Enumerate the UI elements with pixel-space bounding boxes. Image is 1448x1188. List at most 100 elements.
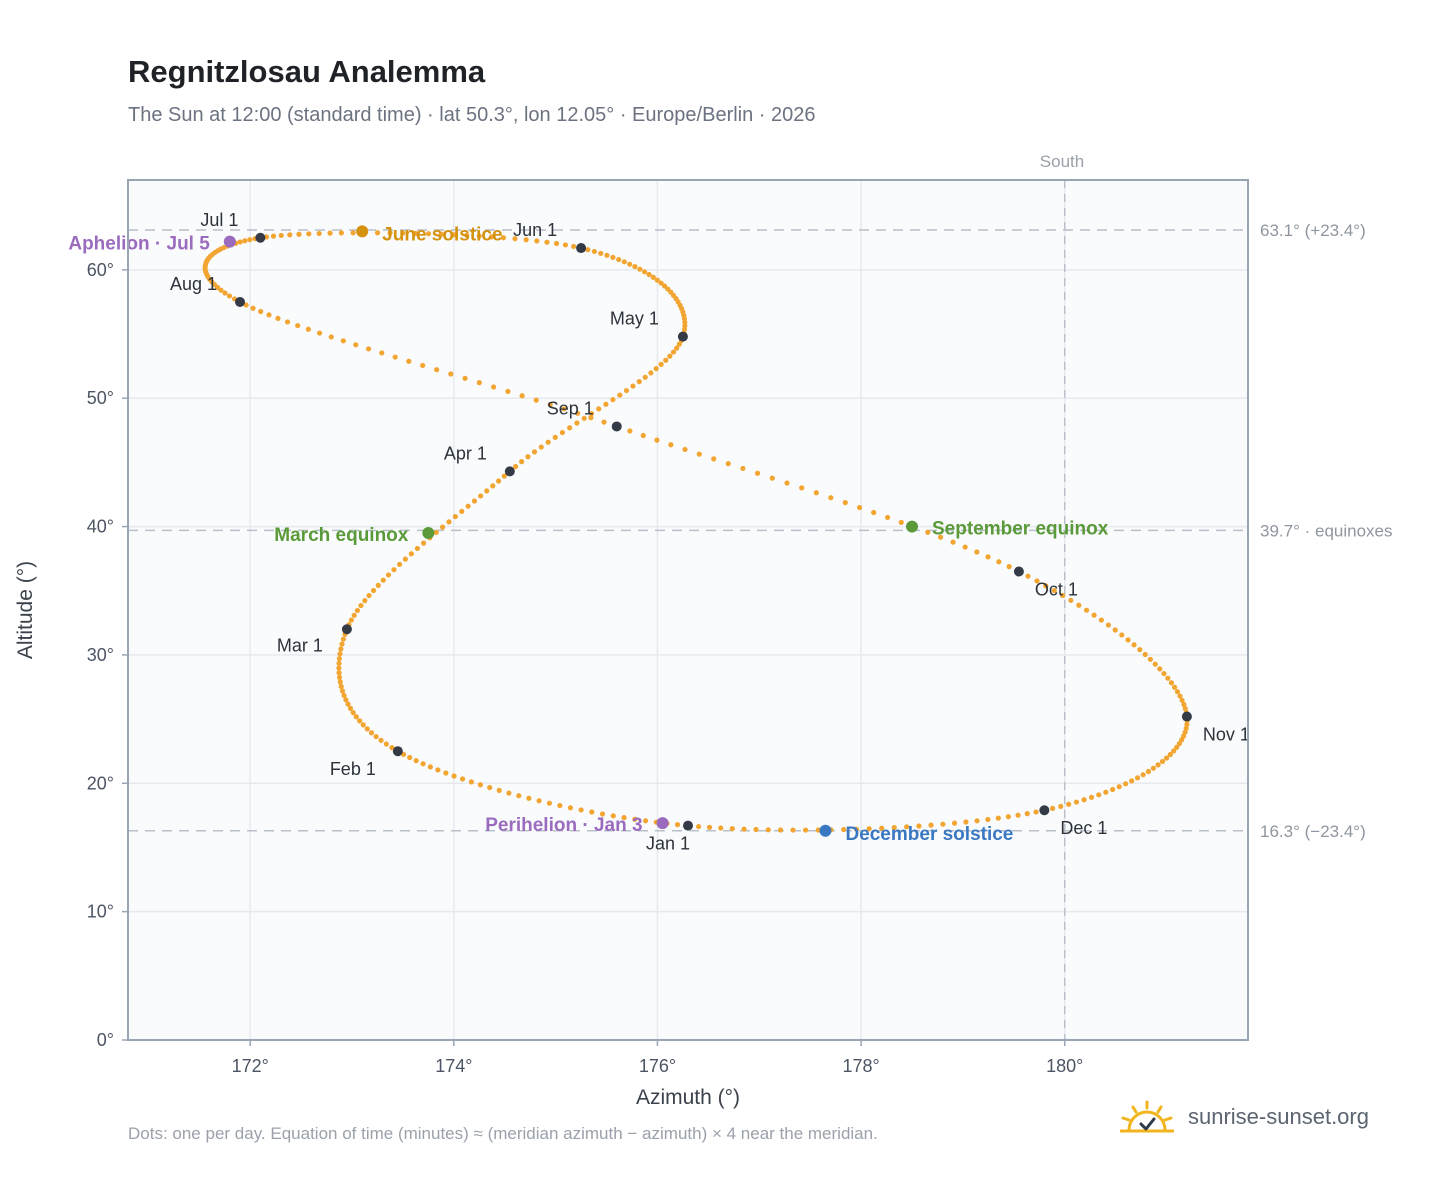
daily-sun-dot xyxy=(477,782,484,788)
daily-sun-dot xyxy=(420,540,427,546)
daily-sun-dot xyxy=(464,232,470,238)
brand-link[interactable]: sunrise-sunset.org xyxy=(1188,1104,1369,1129)
daily-sun-dot xyxy=(1150,765,1157,771)
daily-sun-dot xyxy=(356,718,363,724)
page-title: Regnitzlosau Analemma xyxy=(128,54,486,89)
daily-sun-dot xyxy=(884,514,891,521)
daily-sun-dot xyxy=(258,308,264,315)
daily-sun-dot xyxy=(790,827,796,833)
daily-sun-dot xyxy=(753,826,759,833)
daily-sun-dot xyxy=(610,397,616,403)
daily-sun-dot xyxy=(725,461,731,467)
daily-sun-dot xyxy=(559,429,566,436)
daily-sun-dot xyxy=(1145,768,1152,775)
daily-sun-dot xyxy=(1174,689,1181,695)
daily-sun-dot xyxy=(574,410,581,416)
daily-sun-dot xyxy=(642,818,649,824)
daily-sun-dot xyxy=(571,243,577,250)
daily-sun-dot xyxy=(1134,775,1141,781)
daily-sun-dot xyxy=(487,784,493,791)
daily-sun-dot xyxy=(1076,602,1082,608)
daily-sun-dot xyxy=(400,230,406,236)
daily-sun-dot xyxy=(337,651,343,657)
y-axis-label: Altitude (°) xyxy=(14,561,37,659)
daily-sun-dot xyxy=(1068,597,1074,603)
daily-sun-dot xyxy=(623,387,630,394)
daily-sun-dot xyxy=(658,361,664,367)
daily-sun-dot xyxy=(621,259,627,265)
daily-sun-dot xyxy=(667,353,673,359)
daily-sun-dot xyxy=(500,235,507,241)
daily-sun-dot xyxy=(214,284,221,290)
daily-sun-dot xyxy=(451,232,457,238)
daily-sun-dot xyxy=(937,534,944,540)
daily-sun-dot xyxy=(339,688,346,694)
daily-sun-dot xyxy=(621,815,627,821)
daily-sun-dot xyxy=(465,503,471,509)
daily-sun-dot xyxy=(1167,751,1173,758)
daily-sun-dot xyxy=(368,730,375,736)
daily-sun-dot xyxy=(658,280,664,286)
daily-sun-dot xyxy=(841,826,847,833)
daily-sun-dot xyxy=(1110,786,1116,793)
daily-sun-dot xyxy=(547,401,553,408)
event-marker xyxy=(422,526,435,539)
daily-sun-dot xyxy=(544,239,550,245)
daily-sun-dot xyxy=(616,256,622,263)
daily-sun-dot xyxy=(336,660,342,666)
daily-sun-dot xyxy=(243,302,249,308)
daily-sun-dot xyxy=(506,790,512,796)
daily-sun-dot xyxy=(366,346,372,352)
daily-sun-dot xyxy=(617,392,623,398)
daily-sun-dot xyxy=(665,286,671,292)
event-markers: June solstice December solstice March equi… xyxy=(68,224,1108,844)
daily-sun-dot xyxy=(904,824,910,830)
daily-sun-dot xyxy=(341,692,347,699)
month-label: Aug 1 xyxy=(170,274,217,294)
daily-sun-dot xyxy=(654,437,660,443)
daily-sun-dot xyxy=(516,793,522,799)
daily-sun-dot xyxy=(327,230,333,236)
month-marker xyxy=(677,331,688,342)
daily-sun-dot xyxy=(696,451,702,457)
daily-sun-dot xyxy=(350,230,356,236)
daily-sun-dot xyxy=(1051,587,1057,594)
daily-sun-dot xyxy=(476,233,482,239)
daily-sun-dot xyxy=(853,826,860,832)
daily-sun-dot xyxy=(1005,814,1011,820)
daily-sun-dot xyxy=(336,665,342,671)
south-label: South xyxy=(1040,152,1084,171)
month-marker xyxy=(255,232,266,243)
daily-sun-dot xyxy=(250,305,256,311)
daily-sun-dot xyxy=(1179,737,1185,743)
daily-sun-dot xyxy=(340,636,346,642)
daily-sun-dot xyxy=(378,737,384,743)
daily-sun-dot xyxy=(637,266,643,272)
daily-sun-dot xyxy=(1174,744,1180,750)
daily-sun-dot xyxy=(974,818,980,824)
daily-sun-dot xyxy=(711,456,717,462)
plot-frame xyxy=(127,179,1249,1041)
daily-sun-dot xyxy=(610,813,616,819)
daily-sun-dot xyxy=(392,354,398,360)
daily-sun-dot xyxy=(353,714,359,720)
daily-sun-dot xyxy=(438,231,444,237)
daily-sun-dot xyxy=(1083,607,1090,613)
daily-sun-dot xyxy=(661,283,668,289)
brand[interactable]: sunrise-sunset.org xyxy=(1120,1100,1369,1134)
daily-sun-dot xyxy=(1088,794,1095,800)
event-marker xyxy=(356,225,369,238)
daily-sun-dot xyxy=(1165,675,1171,681)
daily-sun-dot xyxy=(505,388,511,394)
daily-sun-dot xyxy=(995,815,1001,821)
month-label: Dec 1 xyxy=(1060,818,1107,838)
daily-sun-dot xyxy=(1119,632,1125,638)
daily-sun-dot xyxy=(1105,622,1112,628)
daily-sun-dot xyxy=(650,274,656,280)
daily-sun-dot xyxy=(336,674,343,681)
daily-sun-dot xyxy=(765,827,771,833)
event-label: June solstice xyxy=(382,224,502,245)
daily-sun-dot xyxy=(802,827,809,833)
daily-sun-dot xyxy=(866,826,872,832)
